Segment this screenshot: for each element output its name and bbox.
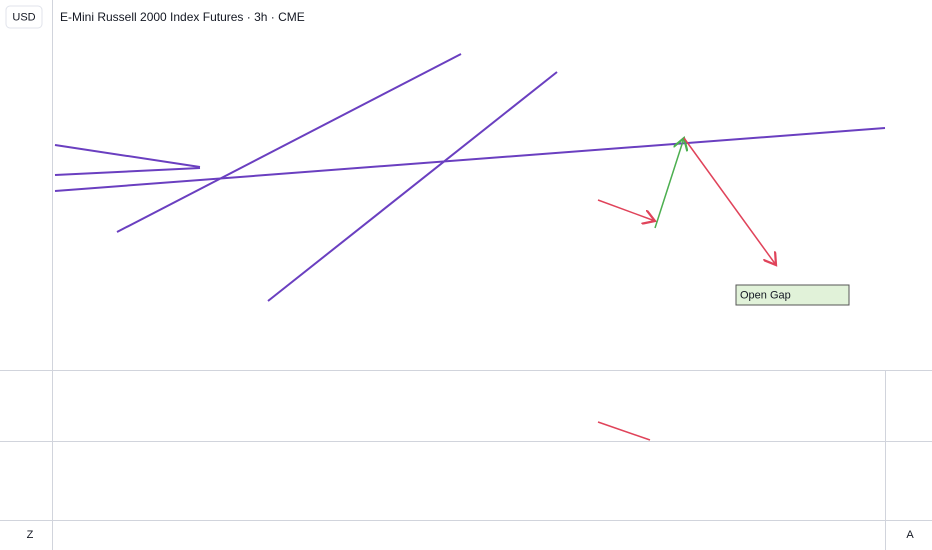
auto-scale-button[interactable]: A <box>906 529 914 541</box>
rsi-drawing <box>597 421 651 441</box>
currency-box[interactable] <box>5 5 43 29</box>
trend-line <box>54 167 201 176</box>
currency[interactable]: USD <box>12 11 35 23</box>
chart-title: E-Mini Russell 2000 Index Futures · 3h ·… <box>60 10 305 24</box>
note-text: Open Gap <box>740 289 791 301</box>
note-box <box>735 284 850 306</box>
trend-line <box>54 144 201 168</box>
channel-line <box>116 53 462 233</box>
trend-line <box>54 127 886 192</box>
arrow <box>597 199 655 221</box>
arrow <box>654 138 684 229</box>
timezone-button[interactable]: Z <box>27 529 34 541</box>
arrow <box>683 137 776 265</box>
channel-line <box>267 71 558 302</box>
drawings: Open Gap <box>54 53 886 441</box>
